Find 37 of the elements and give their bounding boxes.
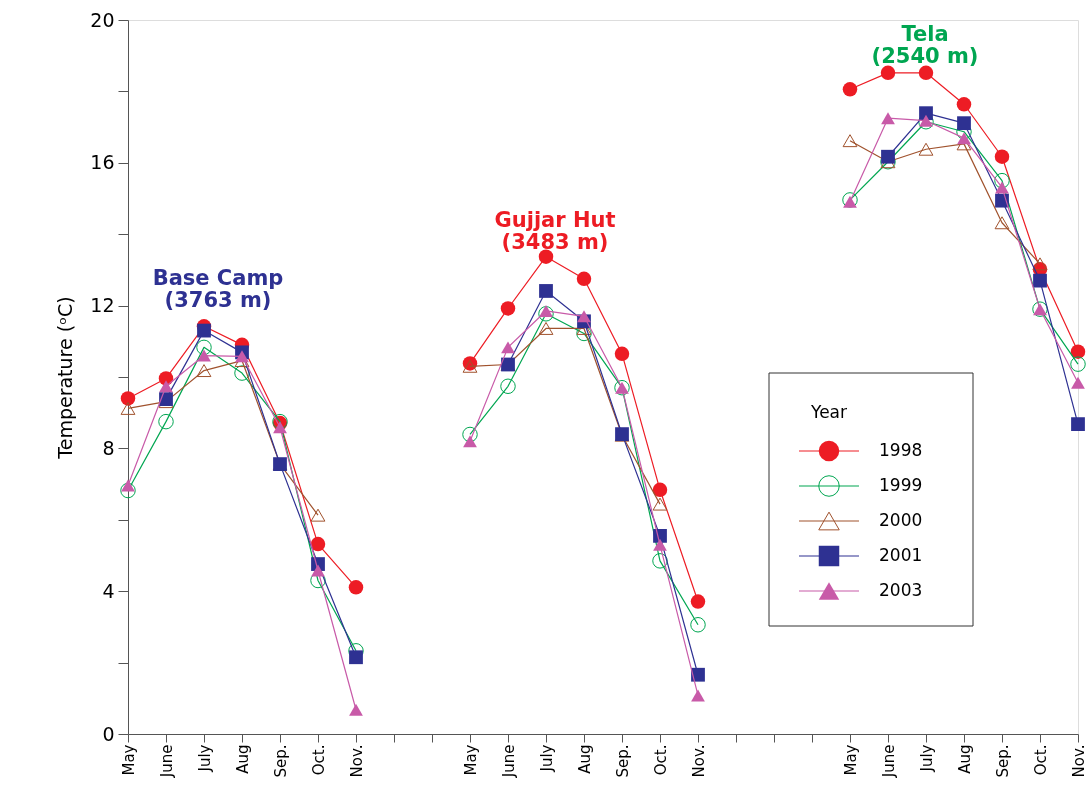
x-tick-label: May [461, 744, 480, 776]
y-axis-title: Temperature (ᵒC) [54, 296, 77, 460]
x-tick-label: Aug [955, 744, 974, 774]
x-tick-label: Nov. [347, 744, 366, 778]
annotation: Gujjar Hut (3483 m) [494, 208, 616, 254]
legend-label: 1998 [879, 440, 923, 460]
x-tick-label: May [841, 744, 860, 776]
legend-title: Year [810, 402, 847, 422]
y-tick-label: 20 [90, 8, 115, 31]
y-tick-label: 16 [90, 151, 115, 174]
x-tick-label: May [119, 744, 138, 776]
x-tick-label: Sep. [271, 744, 290, 778]
x-tick-label: Nov. [1069, 744, 1087, 778]
x-tick-label: July [537, 744, 556, 773]
x-tick-label: Nov. [689, 744, 708, 778]
y-tick-label: 4 [102, 579, 115, 602]
x-tick-label: Aug [233, 744, 252, 774]
x-tick-label: Oct. [309, 744, 328, 776]
annotation: Tela (2540 m) [871, 22, 979, 68]
x-tick-label: June [157, 744, 176, 779]
legend-label: 2001 [879, 545, 923, 565]
y-tick-label: 8 [102, 436, 115, 459]
x-tick-label: Sep. [993, 744, 1012, 778]
legend-label: 1999 [879, 475, 923, 495]
x-tick-label: July [917, 744, 936, 773]
y-tick-label: 0 [102, 722, 115, 745]
x-tick-label: June [499, 744, 518, 779]
y-tick-label: 12 [90, 294, 115, 317]
x-tick-label: July [195, 744, 214, 773]
x-tick-label: June [879, 744, 898, 779]
x-tick-label: Oct. [1031, 744, 1050, 776]
legend-label: 2003 [879, 580, 923, 600]
legend-label: 2000 [879, 510, 923, 530]
x-tick-label: Aug [575, 744, 594, 774]
x-tick-label: Sep. [613, 744, 632, 778]
annotation: Base Camp (3763 m) [152, 266, 284, 312]
x-tick-label: Oct. [651, 744, 670, 776]
